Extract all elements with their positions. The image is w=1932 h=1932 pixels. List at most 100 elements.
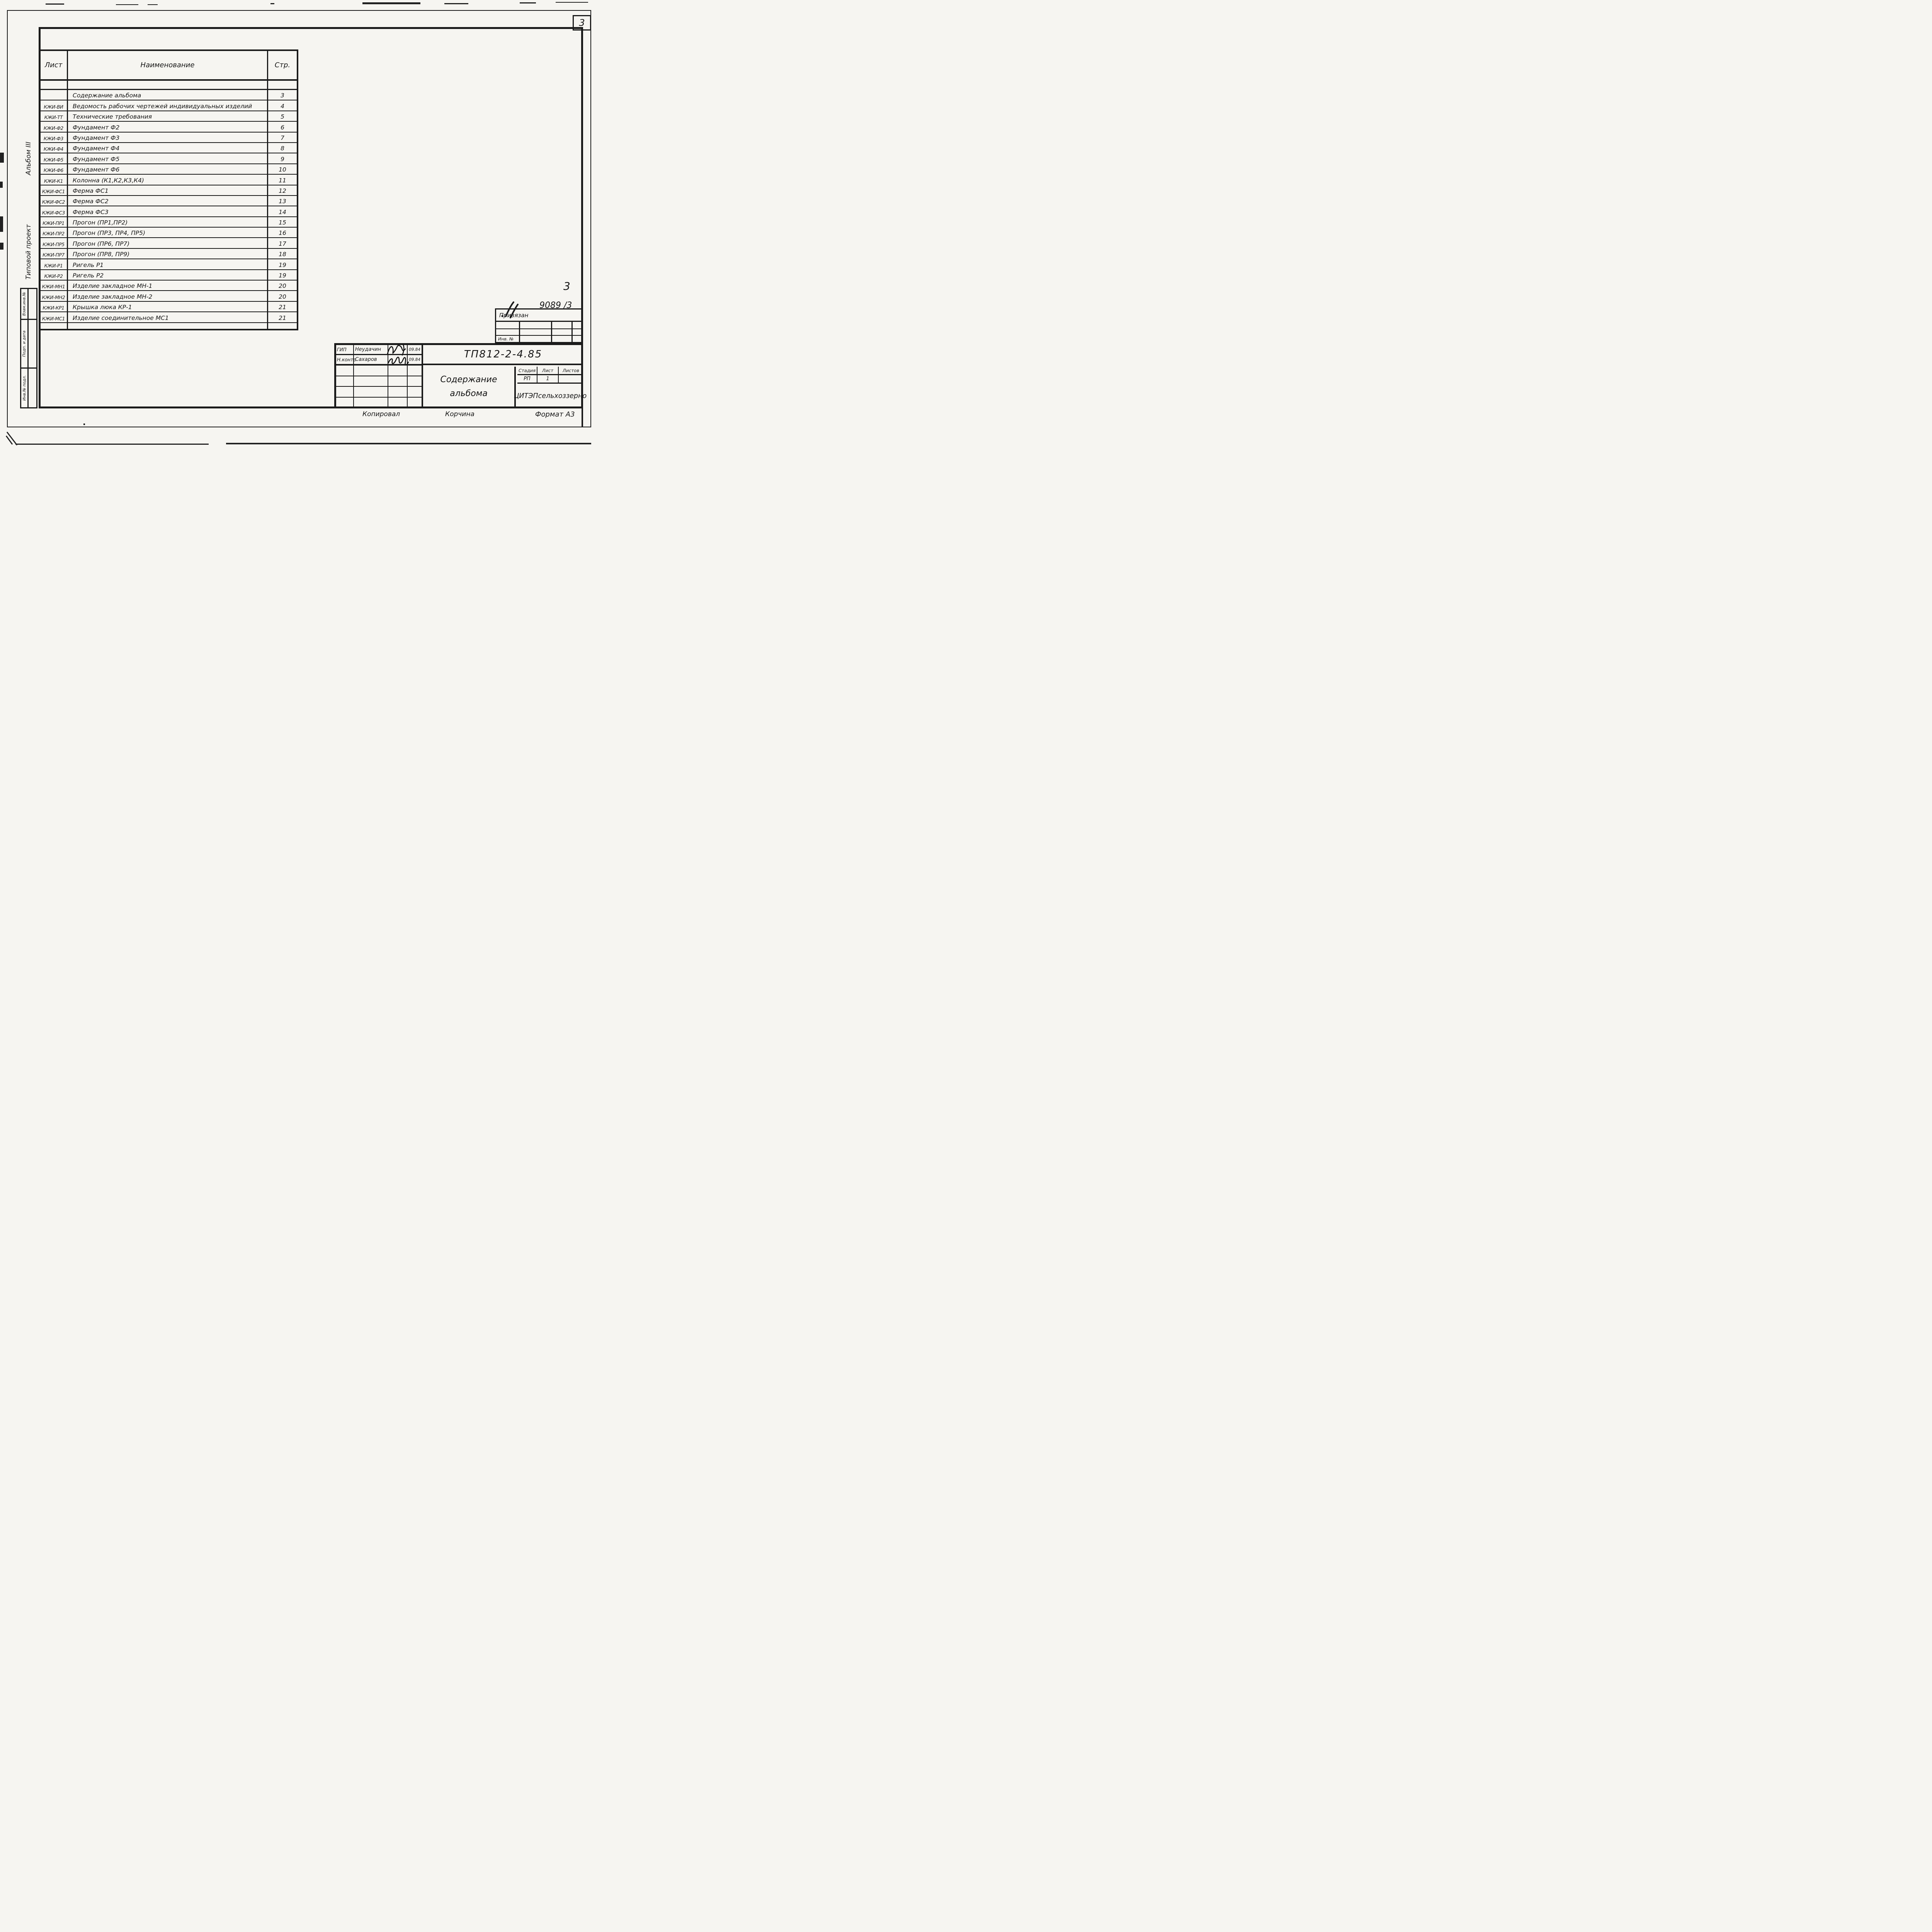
document-code: ТП812-2-4.85 [423, 345, 583, 365]
grid-line [519, 322, 520, 342]
margin-stamp-label: Инв.№ подл. [22, 375, 27, 401]
empty-cell [388, 398, 408, 408]
document-title-line1: Содержание [440, 375, 497, 384]
row-name: Ферма ФС1 [68, 185, 268, 195]
margin-stamp-label-cell: Взам.инв.№ [21, 289, 29, 319]
row-sheet-code: КЖИ-ПР7 [40, 248, 68, 259]
empty-cell [408, 376, 422, 386]
margin-stamp-grid: Взам.инв.№ Подп. и дата Инв.№ подл. [20, 288, 37, 408]
empty-cell [408, 387, 422, 397]
row-sheet-code: КЖИ-КР1 [40, 301, 68, 312]
row-name: Изделие закладное МН-2 [68, 291, 268, 301]
binding-box: Привязан Инв. № [495, 308, 583, 343]
row-page-number: 20 [279, 293, 286, 300]
table-row: КЖИ-МН1 Изделие закладное МН-1 20 [40, 281, 297, 291]
row-page-number: 3 [281, 92, 284, 99]
table-row: КЖИ-ТТ Технические требования 5 [40, 111, 297, 122]
row-page-number: 17 [279, 240, 286, 247]
row-name: Ведомость рабочих чертежей индивидуальны… [68, 100, 268, 111]
table-row: КЖИ-Р1 Ригель Р1 19 [40, 259, 297, 270]
row-name: Ферма ФС2 [68, 196, 268, 206]
row-sheet-code: КЖИ-ФС2 [40, 196, 68, 206]
signature-icon [388, 357, 409, 366]
organization-name: ЦИТЭПсельхоззерно [514, 392, 587, 400]
grid-line [551, 322, 552, 342]
signature-cell [387, 344, 408, 356]
empty-cell [388, 376, 408, 386]
row-name: Прогон (ПР6, ПР7) [68, 238, 268, 248]
row-name: Изделие закладное МН-1 [68, 281, 268, 291]
col-header-sheet: Лист [40, 51, 68, 79]
project-label: Типовой проект [25, 224, 32, 280]
scan-artifact [0, 243, 3, 250]
page-border [7, 10, 591, 427]
scan-artifact [226, 443, 591, 444]
row-name: Фундамент Ф2 [68, 122, 268, 132]
row-name: Фундамент Ф3 [68, 132, 268, 142]
empty-cell [388, 387, 408, 397]
table-row: КЖИ-ПР7 Прогон (ПР8, ПР9) 18 [40, 248, 297, 260]
row-name: Прогон (ПР1,ПР2) [68, 217, 268, 227]
table-row: КЖИ-К1 Колонна (К1,К2,К3,К4) 11 [40, 175, 297, 185]
empty-cell [336, 387, 354, 397]
row-sheet-code: КЖИ-ФС1 [40, 185, 68, 195]
empty-cell [354, 387, 388, 397]
scan-artifact [0, 153, 4, 163]
sheet-label: Лист [537, 367, 559, 374]
row-sheet-code: КЖИ-МН1 [40, 281, 68, 291]
margin-stamp-row: Подп. и дата [21, 320, 36, 369]
signer-name: Неудачин [354, 345, 388, 354]
row-sheet-code: КЖИ-ФС3 [40, 206, 68, 216]
table-row: Содержание альбома 3 [40, 90, 297, 101]
signature-date: 09.84 [408, 357, 421, 362]
scan-artifact [520, 2, 536, 3]
margin-stamp-label: Подп. и дата [22, 330, 27, 357]
row-page-number: 21 [279, 314, 286, 321]
table-row: КЖИ-ПР5 Прогон (ПР6, ПР7) 17 [40, 238, 297, 249]
table-row: КЖИ-МС1 Изделие соединительное МС1 21 [40, 312, 297, 323]
empty-cell [336, 398, 354, 408]
margin-stamp-label: Взам.инв.№ [22, 292, 27, 316]
signature-icon [387, 344, 406, 356]
signature-row: ГИП Неудачин 09.84 [336, 344, 422, 356]
document-title-line2: альбома [450, 389, 488, 399]
row-sheet-code: КЖИ-Ф2 [40, 122, 68, 132]
scan-artifact [0, 182, 3, 188]
signer-role: ГИП [336, 345, 354, 354]
col-header-name: Наименование [68, 51, 268, 79]
spacer-cell [40, 81, 68, 89]
row-sheet-code: КЖИ-МС1 [40, 312, 68, 322]
row-page-number: 21 [279, 304, 286, 311]
empty-cell [408, 398, 422, 408]
signer-name: Сахаров [354, 355, 388, 364]
table-row: КЖИ-МН2 Изделие закладное МН-2 20 [40, 291, 297, 302]
scan-artifact [444, 3, 468, 4]
stage-label: Стадия [517, 367, 537, 374]
row-page-number: 13 [279, 198, 286, 205]
row-page-number: 12 [279, 187, 286, 194]
scan-artifact [116, 4, 138, 5]
table-spacer-row [40, 81, 297, 90]
table-row: КЖИ-ПР2 Прогон (ПР3, ПР4, ПР5) 16 [40, 228, 297, 238]
scan-artifact [83, 423, 85, 425]
margin-stamp-label-cell: Подп. и дата [21, 320, 29, 367]
row-page-number: 7 [281, 134, 284, 141]
filler-cell [68, 323, 268, 329]
filler-cell [40, 323, 68, 329]
margin-stamp-row: Взам.инв.№ [21, 289, 36, 320]
table-row: КЖИ-Ф4 Фундамент Ф4 8 [40, 143, 297, 154]
document-title: Содержание альбома [423, 367, 516, 408]
sheets-label: Листов [563, 367, 579, 373]
stage-section: Стадия Лист Листов РП 1 ЦИТЭПсельхоззерн… [514, 367, 587, 408]
row-name: Ферма ФС3 [68, 206, 268, 216]
row-name: Содержание альбома [68, 90, 268, 100]
row-sheet-code: КЖИ-ПР5 [40, 238, 68, 248]
row-sheet-code: КЖИ-ТТ [40, 111, 68, 121]
row-name: Фундамент Ф4 [68, 143, 268, 153]
table-row: КЖИ-КР1 Крышка люка КР-1 21 [40, 301, 297, 313]
row-sheet-code: КЖИ-ВИ [40, 100, 68, 111]
filler-cell [268, 323, 297, 329]
table-row: КЖИ-Ф2 Фундамент Ф2 6 [40, 122, 297, 133]
scan-artifact [556, 2, 588, 3]
stage-value: РП [517, 375, 537, 383]
